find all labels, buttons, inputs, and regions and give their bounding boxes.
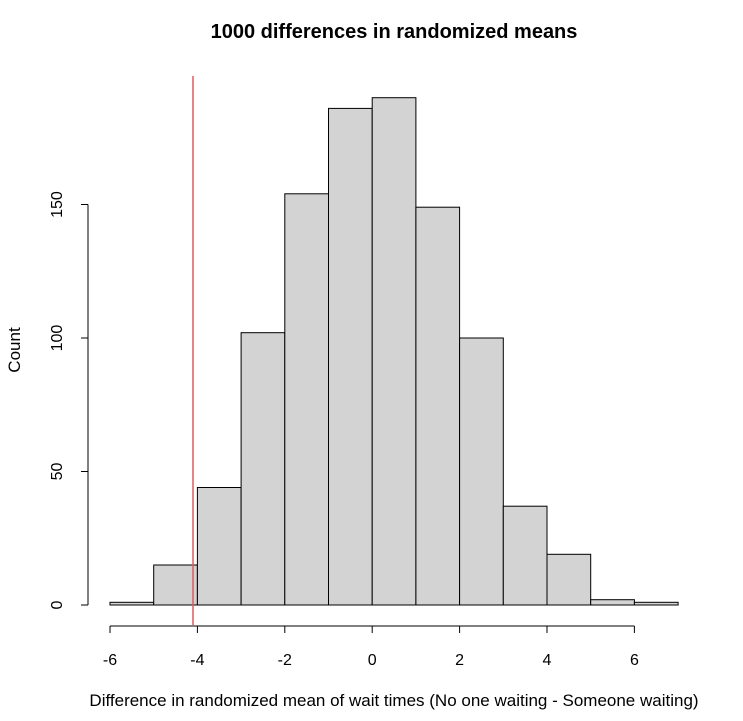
x-axis: -6 -4 -2 0 2 4 6	[103, 625, 639, 669]
histogram-bar-6	[371, 97, 417, 606]
histogram-bar-9	[502, 505, 548, 606]
y-tick-label-50: 50	[49, 463, 66, 481]
histogram-bar-4	[284, 193, 329, 606]
x-tick-label-2: 2	[455, 652, 464, 669]
chart-title: 1000 differences in randomized means	[211, 21, 578, 43]
histogram-bar-1	[153, 564, 198, 606]
histogram-bar-2	[196, 487, 242, 606]
histogram-bar-3	[240, 332, 286, 606]
histogram-bars	[109, 97, 679, 606]
y-axis: 0 50 100 150	[49, 191, 89, 609]
histogram-bar-12	[633, 601, 679, 606]
histogram-bar-0	[109, 601, 155, 606]
x-tick-label-0: 0	[368, 652, 377, 669]
x-tick-label-4: 4	[543, 652, 552, 669]
y-axis-label: Count	[5, 327, 24, 373]
histogram-bar-8	[459, 337, 504, 606]
x-tick-label--2: -2	[278, 652, 292, 669]
histogram-bar-7	[415, 206, 461, 606]
x-tick-label--6: -6	[103, 652, 117, 669]
y-tick-label-100: 100	[49, 325, 66, 352]
histogram-bar-11	[590, 599, 635, 606]
histogram-bar-5	[328, 107, 373, 606]
x-axis-label: Difference in randomized mean of wait ti…	[89, 691, 698, 710]
x-tick-label-6: 6	[630, 652, 639, 669]
x-tick-label--4: -4	[190, 652, 204, 669]
y-tick-label-150: 150	[49, 191, 66, 218]
y-tick-label-0: 0	[49, 600, 66, 609]
histogram-bar-10	[546, 553, 592, 606]
